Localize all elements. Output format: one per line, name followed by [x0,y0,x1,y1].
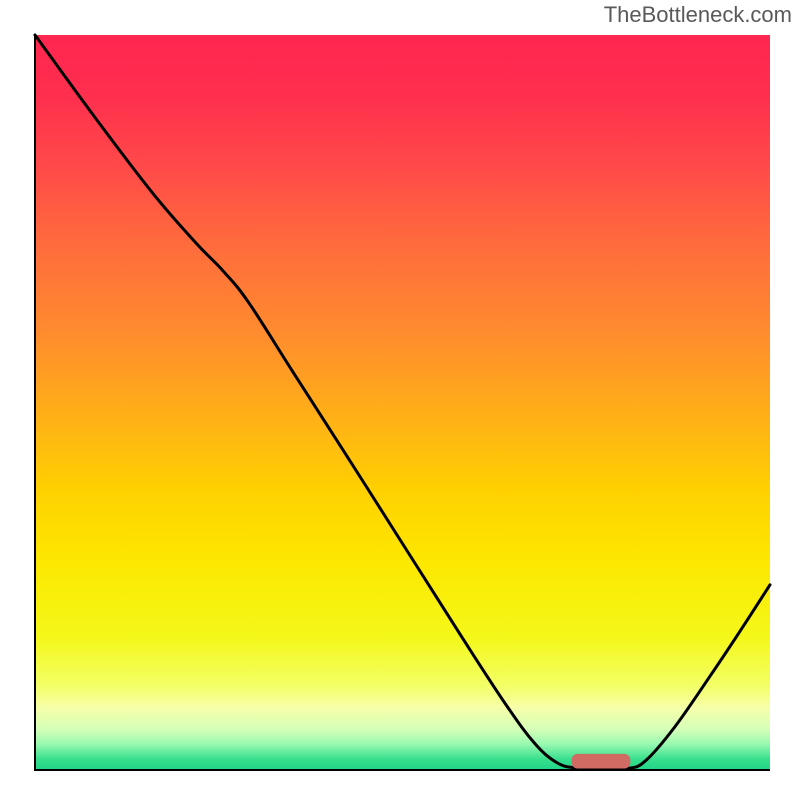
watermark-text: TheBottleneck.com [604,2,792,28]
optimal-range-marker [572,754,631,769]
chart-container: TheBottleneck.com [0,0,800,800]
chart-svg [0,0,800,800]
gradient-background [35,35,770,770]
